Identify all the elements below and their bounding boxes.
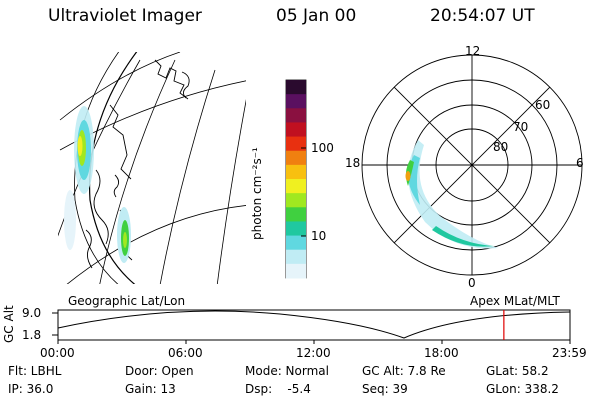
timeline-ytick-1-8: 1.8 (22, 328, 42, 342)
color-scale-step (286, 249, 306, 265)
color-scale-step (286, 179, 306, 194)
mlat-label-80: 80 (493, 140, 509, 154)
color-scale-step (286, 136, 306, 152)
color-scale-unit: photon cm⁻²s⁻¹ (250, 147, 264, 240)
color-scale-steps (286, 80, 306, 279)
color-scale-step (286, 207, 306, 222)
timeline-axis-label: GC Alt (2, 305, 16, 343)
timeline-ticks (57, 340, 571, 344)
polar-diagonal-2 (393, 86, 551, 244)
color-scale-step (286, 80, 306, 95)
mlt-label-0: 0 (468, 276, 476, 290)
info-gain: Gain: 13 (125, 382, 176, 396)
timeline-xtick-0600: 06:00 (168, 346, 203, 360)
info-seq: Seq: 39 (362, 382, 408, 396)
image-time: 20:54:07 UT (430, 6, 535, 26)
color-scale-step (286, 235, 306, 251)
color-scale-step (286, 263, 306, 279)
color-scale-step (286, 108, 306, 123)
color-scale-step (286, 150, 306, 166)
info-mode: Mode: Normal (245, 364, 329, 378)
mlt-label-12: 12 (465, 44, 481, 58)
info-door: Door: Open (125, 364, 194, 378)
color-scale (285, 79, 307, 279)
timeline-xtick-0000: 00:00 (40, 346, 75, 360)
info-glon: GLon: 338.2 (486, 382, 559, 396)
color-scale-tick-10: 10 (311, 229, 327, 243)
color-scale-step (286, 122, 306, 138)
color-scale-step (286, 164, 306, 180)
mlt-label-18: 18 (345, 156, 361, 170)
timeline-xtick-1200: 12:00 (296, 346, 331, 360)
timeline-xtick-1800: 18:00 (424, 346, 459, 360)
altitude-timeline (52, 309, 571, 344)
aurora-emission-left (64, 106, 131, 263)
image-date: 05 Jan 00 (276, 6, 357, 26)
geographic-map (58, 52, 246, 284)
mlt-label-6: 6 (576, 156, 584, 170)
color-scale-step (286, 94, 306, 109)
info-filter: Flt: LBHL (8, 364, 62, 378)
instrument-title: Ultraviolet Imager (48, 6, 202, 26)
color-scale-tick-100: 100 (311, 141, 334, 155)
geographic-caption: Geographic Lat/Lon (68, 294, 186, 308)
apex-caption: Apex MLat/MLT (470, 294, 560, 308)
polar-plot (361, 54, 583, 276)
timeline-ytick-9: 9.0 (22, 306, 42, 320)
altitude-curve (57, 310, 571, 339)
mlat-label-60: 60 (535, 98, 551, 112)
aurora-emission-polar (405, 140, 498, 249)
info-gc-alt: GC Alt: 7.8 Re (362, 364, 446, 378)
info-dsp: Dsp: -5.4 (245, 382, 311, 396)
mlat-label-70: 70 (513, 120, 529, 134)
coastlines (85, 59, 190, 269)
color-scale-step (286, 221, 306, 237)
color-scale-step (286, 193, 306, 208)
info-ip: IP: 36.0 (8, 382, 54, 396)
timeline-xtick-2359: 23:59 (552, 346, 587, 360)
info-glat: GLat: 58.2 (486, 364, 549, 378)
